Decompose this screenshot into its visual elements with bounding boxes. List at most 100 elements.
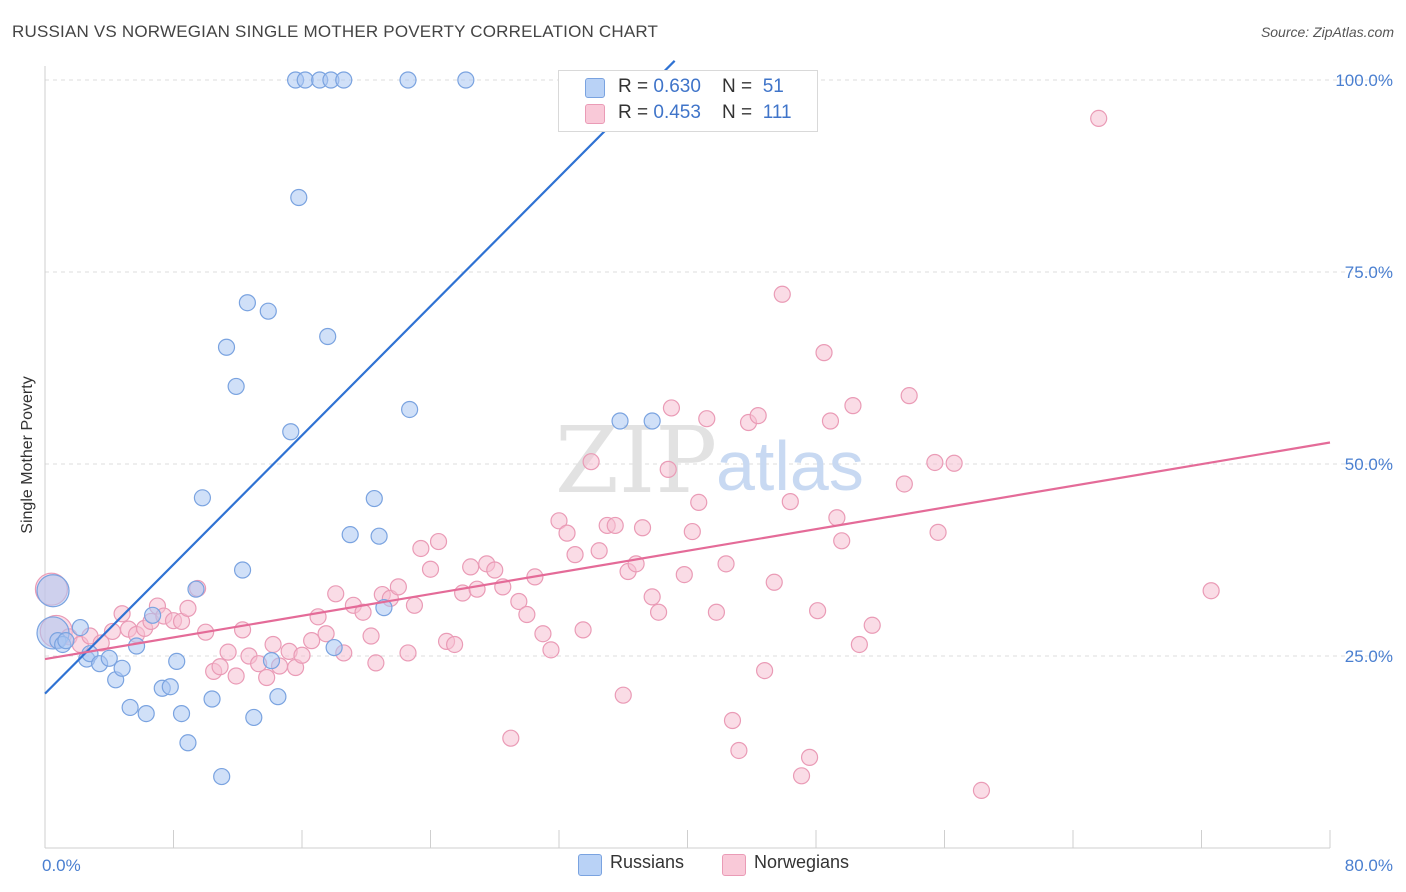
norwegians-point (828, 509, 846, 527)
norwegians-swatch (585, 104, 605, 124)
norwegians-point (582, 453, 600, 471)
russians-point (217, 338, 236, 356)
chart-title: RUSSIAN VS NORWEGIAN SINGLE MOTHER POVER… (12, 22, 659, 41)
norwegians-point (675, 565, 693, 584)
norwegians-point (707, 603, 726, 621)
norwegians-point (723, 711, 742, 730)
russians-point (213, 767, 231, 786)
norwegians-r-label: R = (618, 102, 654, 123)
norwegians-point (510, 592, 528, 611)
norwegians-point (900, 387, 918, 405)
norwegians-point (412, 539, 430, 558)
russians-point (611, 412, 629, 430)
norwegians-point (773, 285, 791, 303)
norwegians-point (800, 748, 819, 766)
norwegians-r-value: 0.453 (653, 102, 701, 123)
russians-n-label: N = (722, 76, 758, 97)
russians-point (290, 188, 308, 207)
norwegians-point (462, 558, 480, 576)
russians-point (144, 606, 162, 624)
russians-point (172, 704, 191, 723)
russians-point (643, 412, 661, 430)
norwegians-point (690, 493, 708, 511)
norwegians-point (809, 602, 827, 620)
russians-point (127, 637, 146, 655)
russians-point (113, 659, 131, 677)
norwegians-point (518, 605, 536, 624)
russians-point (121, 698, 139, 717)
norwegians-point (730, 741, 748, 760)
norwegians-point (792, 767, 811, 785)
y-tick-label: 25.0% (1345, 647, 1393, 666)
x-tick-label-min: 0.0% (42, 856, 81, 875)
norwegians-point (542, 641, 560, 659)
norwegians-point (833, 532, 851, 550)
norwegians-point (303, 632, 321, 650)
norwegians-point (1202, 582, 1220, 600)
russians-point (370, 527, 388, 545)
russians-point (401, 400, 419, 419)
tick-labels: 25.0% 50.0% 75.0% 100.0% 0.0% 80.0% (42, 71, 1393, 875)
russians-r-label: R = (618, 76, 654, 97)
legend-norwegians-label: Norwegians (754, 852, 850, 872)
russians-point (227, 377, 245, 396)
watermark: ZIP atlas (555, 407, 864, 514)
norwegians-point (590, 542, 608, 560)
legend: Russians Norwegians (0, 852, 1406, 878)
russians-point (282, 423, 300, 441)
russians-point (319, 327, 337, 346)
russians-trendline (44, 60, 676, 695)
norwegians-point (945, 454, 963, 472)
norwegians-point (486, 561, 504, 579)
norwegians-point (683, 522, 701, 541)
norwegians-point (1090, 109, 1108, 128)
russians-point (193, 489, 212, 507)
norwegians-point (749, 407, 767, 425)
norwegians-point (468, 580, 486, 598)
norwegians-point (550, 512, 568, 530)
norwegians-point (765, 573, 783, 591)
russians-point (161, 678, 179, 696)
russians-point (262, 652, 281, 670)
norwegians-point (643, 588, 661, 606)
norwegians-point (219, 643, 237, 661)
russians-point (233, 561, 252, 579)
norwegians-point (972, 781, 991, 800)
watermark-zip: ZIP (555, 407, 717, 514)
norwegians-point (633, 519, 652, 537)
norwegians-point (293, 646, 311, 664)
norwegians-point (264, 635, 282, 654)
axes (44, 66, 1331, 849)
norwegians-point (566, 546, 584, 564)
russians-point (168, 652, 186, 670)
norwegians-point (698, 410, 716, 428)
norwegians-point (227, 667, 245, 685)
legend-russians-swatch (578, 854, 602, 876)
norwegians-point (649, 603, 668, 621)
norwegians-stats-text: R = 0.453 N = 111 (618, 102, 792, 124)
norwegians-point (502, 729, 520, 747)
russians-point (457, 71, 475, 89)
norwegians-point (863, 616, 881, 634)
norwegians-point (895, 475, 913, 493)
norwegians-point (558, 524, 576, 542)
russians-point (238, 294, 256, 312)
russians-stats-text: R = 0.630 N = 51 (618, 76, 784, 98)
norwegians-point (755, 661, 774, 680)
norwegians-point (429, 532, 448, 551)
norwegians-n-label: N = (722, 102, 758, 123)
russians-point (245, 708, 263, 727)
russians-point (179, 734, 197, 752)
norwegians-point (367, 654, 385, 672)
norwegians-point (659, 460, 677, 478)
x-tick-label-max: 80.0% (1345, 856, 1393, 875)
russians-point (341, 526, 359, 544)
norwegians-point (815, 344, 833, 362)
norwegians-point (929, 523, 947, 541)
norwegians-trendline (44, 441, 1331, 661)
norwegians-point (717, 555, 735, 573)
norwegians-point (92, 634, 110, 652)
norwegians-point (926, 453, 944, 472)
norwegians-point (574, 621, 592, 639)
